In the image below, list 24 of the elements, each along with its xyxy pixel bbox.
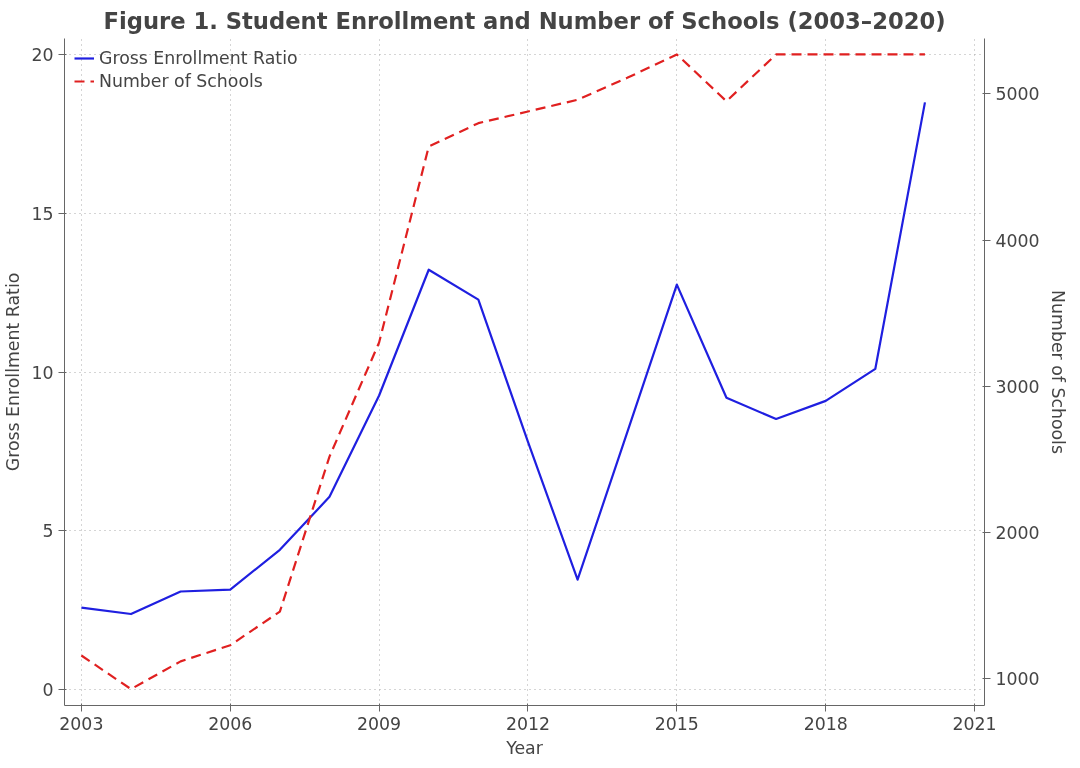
y2-axis-title: Number of Schools [1047,290,1068,454]
x-axis-title: Year [505,737,544,758]
legend-label: Number of Schools [99,71,263,91]
y-tick-label: 10 [31,362,54,383]
y2-tick-label: 5000 [995,84,1040,105]
x-tick-label: 2021 [952,713,997,734]
y2-tick-label: 3000 [995,376,1040,397]
y2-tick-label: 4000 [995,230,1040,251]
y-tick-label: 20 [31,44,54,65]
x-tick-label: 2009 [357,713,402,734]
y-axis-title: Gross Enrollment Ratio [3,272,24,472]
chart-title: Figure 1. Student Enrollment and Number of Schools (2003–2020) [103,7,946,34]
y2-tick-label: 1000 [995,669,1040,690]
y-tick-label: 0 [42,680,54,701]
y-tick-label: 5 [42,521,54,542]
y2-tick-label: 2000 [995,523,1040,544]
x-tick-label: 2018 [803,713,848,734]
x-tick-label: 2012 [505,713,551,734]
x-tick-label: 2015 [654,713,699,734]
y-tick-label: 15 [31,203,54,224]
line-series [80,101,927,616]
legend-label: Gross Enrollment Ratio [99,48,298,68]
x-tick-label: 2006 [208,713,253,734]
x-tick-label: 2003 [59,713,104,734]
